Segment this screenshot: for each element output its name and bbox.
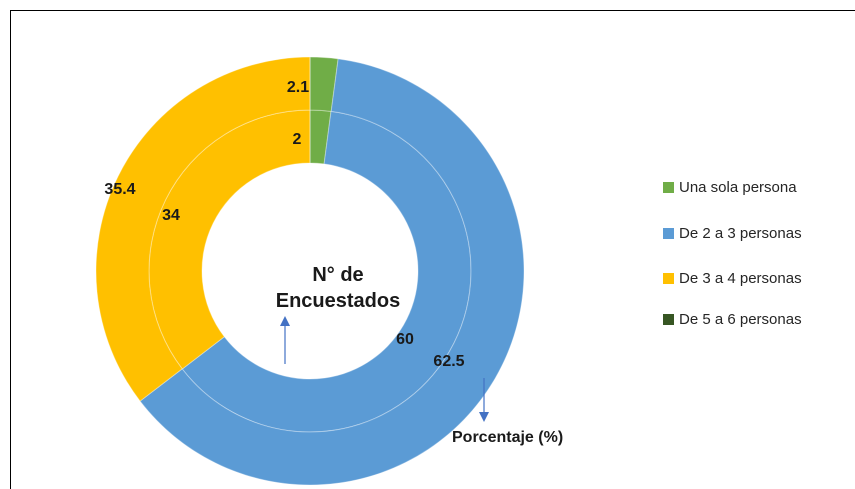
legend-label: De 2 a 3 personas (679, 225, 802, 242)
legend-swatch (663, 273, 674, 284)
legend-swatch (663, 314, 674, 325)
data-label: 34 (162, 207, 180, 224)
arrow-head (280, 316, 290, 326)
rings (95, 56, 525, 486)
frame (10, 10, 855, 489)
donut-slice (139, 58, 525, 486)
donut-slice (181, 110, 472, 433)
data-label: 2 (293, 131, 302, 148)
legend-label: De 5 a 6 personas (679, 311, 802, 328)
donut-slice (95, 56, 311, 402)
arrow-head (479, 412, 489, 422)
legend-swatch (663, 228, 674, 239)
ring-label: Porcentaje (%) (452, 429, 564, 446)
legend-swatch (663, 182, 674, 193)
legend-label: Una sola persona (679, 179, 797, 196)
ring-label: N° de Encuestados (275, 264, 401, 312)
data-label: 62.5 (433, 353, 464, 370)
data-label: 35.4 (104, 181, 135, 198)
legend-label: De 3 a 4 personas (679, 270, 802, 287)
data-label: 60 (396, 331, 414, 348)
data-label: 2.1 (287, 79, 309, 96)
